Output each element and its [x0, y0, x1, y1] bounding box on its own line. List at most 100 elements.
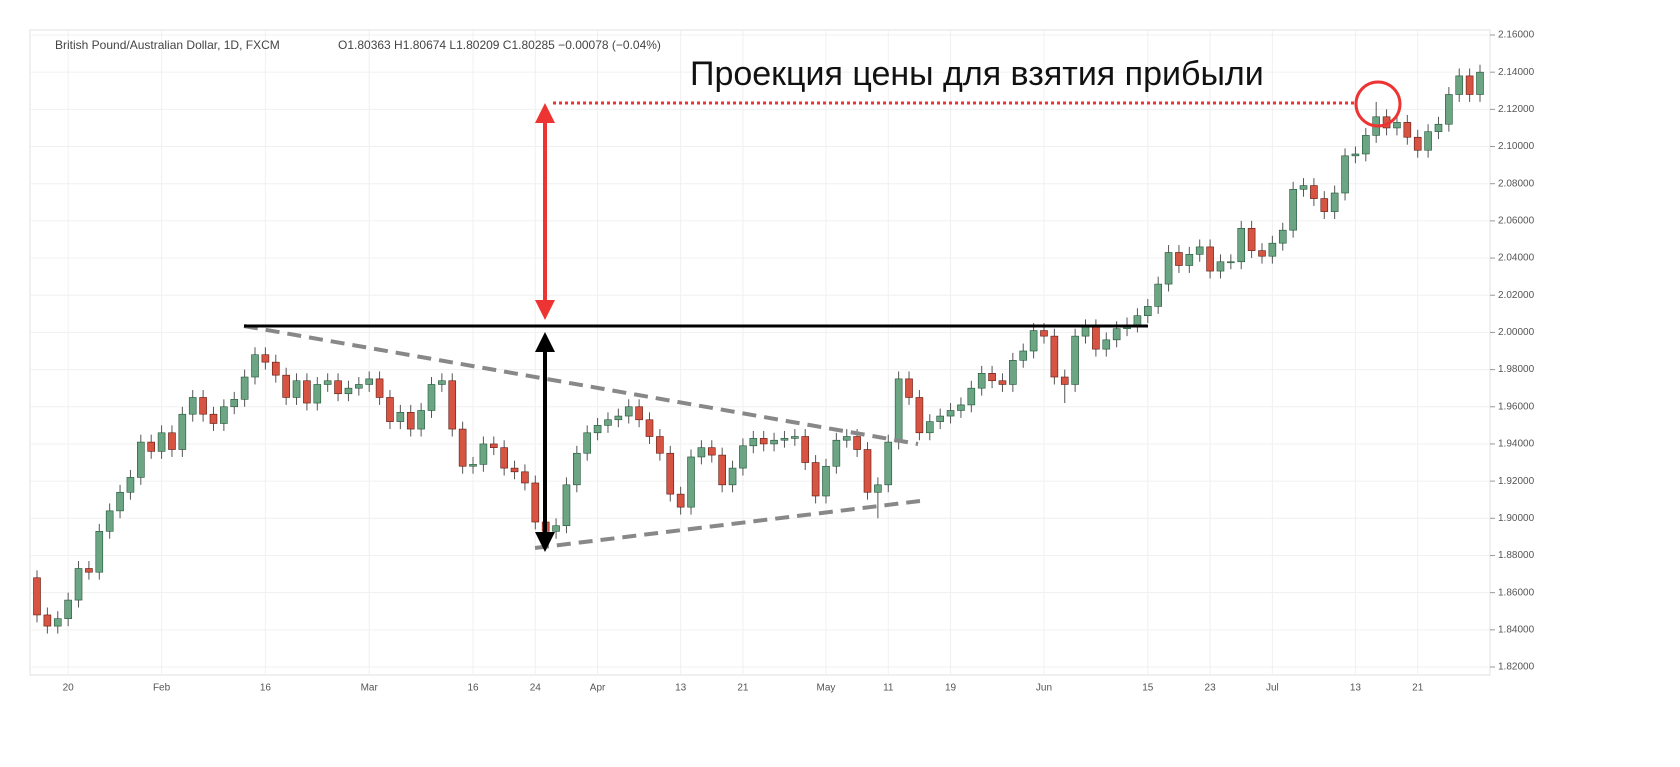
candle-body: [510, 467, 519, 473]
candle-body: [157, 432, 166, 452]
candle-body: [220, 406, 228, 424]
candle-body: [1403, 122, 1412, 138]
candle-body: [863, 449, 872, 493]
candle-body: [1206, 246, 1214, 272]
candle-body: [822, 465, 830, 497]
ohlc-readout: O1.80363 H1.80674 L1.80209 C1.80285 −0.0…: [338, 38, 661, 52]
candle-body: [573, 452, 581, 486]
candle-body: [1247, 228, 1256, 251]
candle-body: [1330, 192, 1339, 212]
arrow-head: [535, 332, 555, 352]
candle-body: [759, 438, 768, 445]
candle-body: [1081, 326, 1090, 337]
candle-body: [946, 410, 955, 417]
candle-body: [915, 397, 924, 434]
x-tick-label: Feb: [153, 683, 171, 694]
x-tick-label: Apr: [590, 683, 606, 694]
candle-body: [365, 378, 374, 385]
chart-title: British Pound/Australian Dollar, 1D, FXC…: [55, 38, 280, 52]
candle-body: [874, 484, 882, 493]
candle-body: [842, 436, 851, 441]
candle-body: [645, 419, 654, 437]
x-tick-label: Mar: [361, 683, 379, 694]
candle-body: [313, 384, 322, 404]
candle-body: [126, 477, 135, 493]
candle-body: [791, 436, 799, 439]
candle-body: [458, 428, 467, 467]
candle-body: [1278, 229, 1287, 244]
arrow-head: [535, 532, 555, 552]
candle-body: [1195, 246, 1204, 255]
candle-body: [656, 436, 664, 454]
candle-body: [894, 378, 903, 443]
x-tick-label: Jul: [1266, 683, 1279, 694]
candle-body: [209, 413, 218, 424]
candle-body: [489, 443, 498, 448]
candle-body: [832, 439, 841, 467]
y-tick-label: 2.02000: [1498, 290, 1535, 301]
candle-body: [137, 441, 145, 478]
candle-body: [1465, 75, 1474, 95]
candle-body: [1341, 155, 1349, 194]
candle-body: [905, 378, 913, 398]
candle-body: [936, 415, 944, 422]
candle-body: [957, 404, 965, 411]
candle-body: [977, 373, 986, 389]
candle-body: [884, 441, 893, 486]
candle-body: [417, 410, 425, 430]
candle-body: [230, 399, 239, 408]
candle-body: [583, 432, 592, 454]
candle-body: [85, 568, 93, 573]
candle-body: [718, 454, 726, 486]
candle-body: [697, 447, 706, 458]
candle-body: [998, 380, 1007, 385]
target-circle: [1354, 80, 1402, 128]
drawings: [243, 80, 1402, 552]
x-tick-label: May: [817, 683, 836, 694]
candle-body: [1040, 330, 1048, 337]
candle-body: [604, 419, 612, 426]
x-tick-label: 24: [530, 683, 542, 694]
y-tick-label: 2.16000: [1498, 30, 1535, 41]
candle-body: [116, 491, 124, 512]
candle-body: [282, 374, 290, 398]
arrow-head: [535, 300, 555, 320]
candle-body: [1320, 198, 1329, 212]
candle-body: [1455, 75, 1464, 95]
candle-body: [1112, 328, 1121, 341]
candle-body: [1143, 306, 1152, 316]
candle-body: [334, 380, 342, 395]
candles: [33, 64, 1484, 634]
candle-body: [292, 380, 301, 398]
candle-body: [448, 380, 457, 430]
candle-body: [95, 531, 104, 573]
candle-body: [1424, 131, 1432, 151]
candle-body: [1050, 335, 1059, 378]
candle-body: [53, 618, 62, 627]
candle-body: [687, 456, 695, 508]
candle-body: [261, 354, 270, 363]
candle-body: [147, 441, 155, 452]
candle-body: [1299, 185, 1308, 190]
candle-body: [988, 373, 996, 382]
candle-body: [531, 482, 540, 523]
y-tick-label: 1.96000: [1498, 401, 1535, 412]
candle-body: [479, 443, 488, 465]
candle-body: [199, 397, 207, 415]
candle-body: [801, 436, 810, 463]
candle-body: [1185, 254, 1194, 266]
x-tick-label: 13: [1350, 683, 1362, 694]
candle-body: [521, 471, 529, 484]
y-tick-label: 1.88000: [1498, 550, 1535, 561]
candle-body: [770, 439, 778, 445]
arrow-head: [535, 103, 555, 123]
candle-body: [1029, 330, 1038, 352]
y-tick-label: 1.86000: [1498, 587, 1535, 598]
candle-body: [1351, 153, 1360, 157]
y-tick-label: 1.84000: [1498, 624, 1535, 635]
candle-body: [780, 438, 789, 441]
candle-body: [562, 484, 571, 527]
candle-body: [666, 452, 675, 495]
candle-body: [271, 361, 280, 376]
